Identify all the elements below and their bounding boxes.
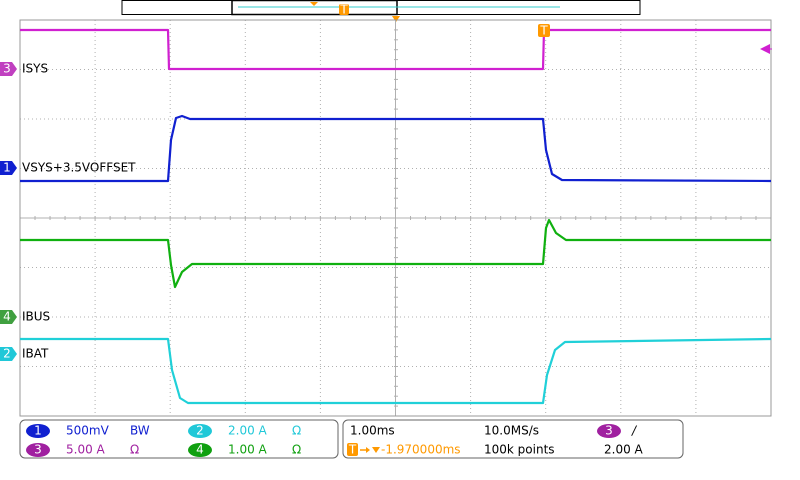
channel-scale: 500mV <box>66 424 110 438</box>
channel-flag: Ω <box>130 443 139 457</box>
channel-marker <box>0 161 17 175</box>
channel-marker-label: 1 <box>3 161 11 175</box>
graticule-frame <box>19 19 772 417</box>
channel-scale: 2.00 A <box>228 424 268 438</box>
trigger-pos-arrowhead <box>366 447 370 453</box>
waveform-ibus <box>20 218 771 289</box>
channel-marker-label: 3 <box>3 62 11 76</box>
channel-flag: BW <box>130 424 150 438</box>
trigger-position: -1.970000ms <box>381 443 461 457</box>
trigger-channel-badge <box>597 424 621 438</box>
trigger-level: 2.00 A <box>604 443 644 457</box>
trigger-pos-down <box>372 447 380 453</box>
channel-badge-label: 3 <box>34 443 42 457</box>
record-length: 100k points <box>484 443 555 457</box>
channel-badge-label: 2 <box>196 424 204 438</box>
channel-flag: Ω <box>292 443 301 457</box>
trace-label: ISYS <box>22 62 48 76</box>
trigger-slope: / <box>631 424 638 438</box>
trace-label: IBUS <box>22 310 50 324</box>
channel-badge <box>26 424 50 438</box>
trigger-channel: 3 <box>605 424 613 438</box>
trace-label: VSYS+3.5VOFFSET <box>22 161 136 175</box>
trigger-point-label: T <box>539 24 548 38</box>
trigger-point-badge <box>538 24 550 37</box>
channel-badge <box>26 443 50 457</box>
channel-scale: 5.00 A <box>66 443 106 457</box>
record-marker <box>310 2 318 6</box>
waveform-ibat <box>20 337 772 405</box>
channel-marker <box>0 347 17 361</box>
channel-marker <box>0 310 17 324</box>
sample-rate: 10.0MS/s <box>484 424 539 438</box>
channel-badge <box>188 443 212 457</box>
trigger-badge-label: T <box>339 3 348 17</box>
channel-scale: 1.00 A <box>228 443 268 457</box>
trigger-pos-badge-label: T <box>348 443 357 457</box>
channel-marker <box>0 62 17 76</box>
channel-flag: Ω <box>292 424 301 438</box>
channel-panel <box>19 419 339 459</box>
waveform-isys <box>20 28 771 71</box>
channel-badge-label: 1 <box>34 424 42 438</box>
channel-badge-label: 4 <box>196 443 204 457</box>
channel-marker-label: 4 <box>3 310 11 324</box>
trigger-time-marker <box>392 16 400 22</box>
channel-marker-label: 2 <box>3 347 11 361</box>
trace-label: IBAT <box>22 347 49 361</box>
trigger-pos-badge <box>347 443 358 456</box>
time-scale: 1.00ms <box>350 424 395 438</box>
channel-badge <box>188 424 212 438</box>
waveform-vsys <box>20 114 772 183</box>
trigger-badge <box>339 4 349 15</box>
